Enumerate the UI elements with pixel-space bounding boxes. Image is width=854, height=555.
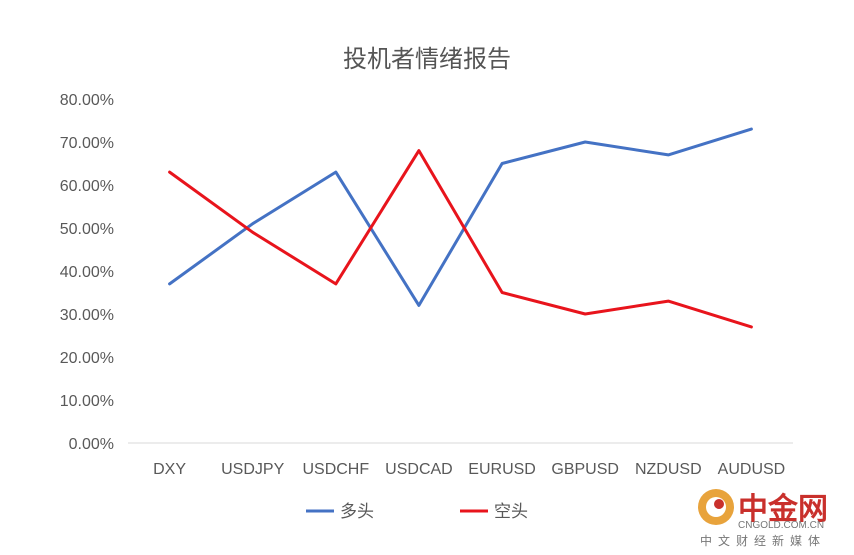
legend-label-2: 空头 xyxy=(494,502,528,522)
y-tick-label: 70.00% xyxy=(60,135,114,152)
x-axis-ticks: DXY USDJPY USDCHF USDCAD EURUSD GBPUSD NZDUSD A… xyxy=(153,461,785,478)
x-tick-label: USDJPY xyxy=(221,461,284,478)
legend-label-1: 多头 xyxy=(340,502,374,522)
y-tick-label: 60.00% xyxy=(60,178,114,195)
y-tick-label: 10.00% xyxy=(60,393,114,410)
watermark: 中金网 CNGOLD.COM.CN 中文财经新媒体 xyxy=(698,489,828,548)
y-tick-label: 0.00% xyxy=(69,436,114,453)
y-tick-label: 40.00% xyxy=(60,264,114,281)
chart-title: 投机者情绪报告 xyxy=(343,45,511,73)
series-line-2 xyxy=(168,149,753,329)
x-tick-label: EURUSD xyxy=(468,461,536,478)
x-tick-label: DXY xyxy=(153,461,186,478)
brand-name: 中金网 xyxy=(738,492,828,527)
y-axis-ticks: 0.00% 10.00% 20.00% 30.00% 40.00% 50.00% 60.00… xyxy=(60,92,114,453)
brand-tagline: 中文财经新媒体 xyxy=(700,533,826,548)
series-lines xyxy=(168,127,753,329)
x-tick-label: GBPUSD xyxy=(551,461,619,478)
x-tick-label: AUDUSD xyxy=(718,461,786,478)
x-tick-label: USDCHF xyxy=(302,461,369,478)
series-line-1 xyxy=(168,127,753,307)
y-tick-label: 20.00% xyxy=(60,350,114,367)
brand-logo xyxy=(698,489,734,525)
x-tick-label: NZDUSD xyxy=(635,461,702,478)
x-tick-label: USDCAD xyxy=(385,461,453,478)
y-tick-label: 50.00% xyxy=(60,221,114,238)
y-tick-label: 30.00% xyxy=(60,307,114,324)
y-tick-label: 80.00% xyxy=(60,92,114,109)
brand-url: CNGOLD.COM.CN xyxy=(738,520,824,531)
legend: 多头 空头 xyxy=(306,502,528,522)
